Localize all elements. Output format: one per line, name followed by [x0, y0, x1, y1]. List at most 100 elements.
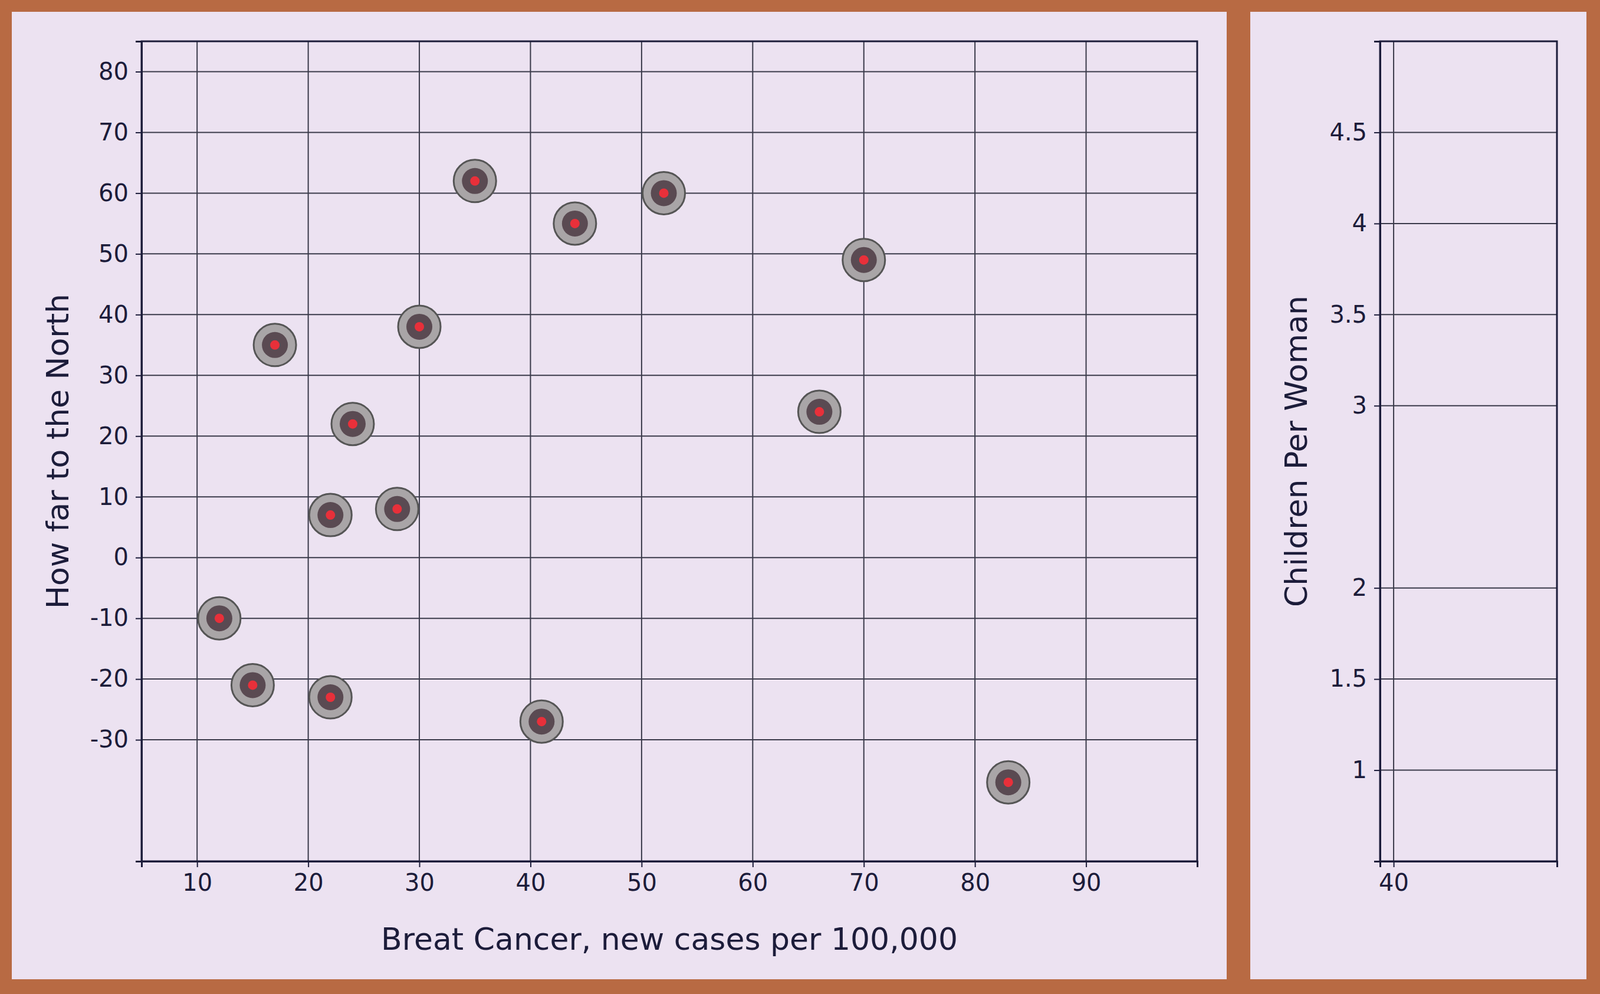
tick-label: 0: [113, 543, 129, 571]
point-top: [261, 332, 288, 358]
tick-mark: [752, 861, 754, 867]
tick: 1.5: [1329, 664, 1381, 692]
point-led: [270, 340, 280, 350]
tick: 40: [516, 861, 547, 896]
x-axis-title: Breat Cancer, new cases per 100,000: [380, 921, 958, 957]
tick: 2: [1352, 573, 1381, 601]
grid-line: [1380, 131, 1557, 133]
point-group: [253, 323, 297, 367]
tick-mark: [1374, 587, 1381, 589]
tick-mark: [530, 861, 532, 867]
grid-line: [1380, 678, 1557, 680]
tick-mark: [1374, 405, 1381, 407]
point-top: [317, 684, 344, 711]
y-axis-title: Children Per Woman: [1278, 295, 1314, 607]
tick: 1: [1352, 756, 1381, 784]
grid-line: [1392, 41, 1395, 862]
point: [198, 596, 241, 640]
tick-label: 70: [98, 118, 129, 146]
y-axis: -30-20-1001020304050607080: [90, 41, 143, 862]
tick-label: 80: [960, 868, 991, 896]
point: [309, 675, 352, 719]
point-led: [470, 176, 480, 186]
point-group: [520, 700, 563, 743]
plot: 4011.5233.544.5: [1329, 41, 1557, 896]
point-group: [198, 596, 241, 640]
tick: 90: [1071, 861, 1102, 896]
tick-label: 3.5: [1329, 300, 1368, 328]
grid-line: [641, 41, 643, 862]
point-led: [325, 692, 335, 702]
point-top: [206, 605, 233, 632]
point: [987, 760, 1030, 804]
point-group: [331, 402, 374, 446]
point-group: [987, 760, 1030, 804]
point-led: [536, 716, 547, 726]
grid-line: [1380, 313, 1557, 315]
tick: 3.5: [1329, 300, 1381, 328]
tick-mark: [135, 192, 142, 195]
grid-line: [141, 70, 1198, 72]
tick-mark: [135, 375, 142, 377]
tick-mark: [863, 861, 865, 867]
tick: 40: [98, 300, 142, 328]
grid-line: [418, 41, 420, 862]
point: [309, 493, 352, 537]
panel: 102030405060708090-30-20-100102030405060…: [11, 11, 1227, 979]
tick-mark: [1393, 861, 1395, 867]
grid-line: [1085, 41, 1087, 862]
tick-mark: [135, 557, 142, 559]
point: [553, 202, 597, 245]
point-group: [642, 171, 686, 215]
tick-label: 70: [849, 868, 880, 896]
tick: 40: [1378, 861, 1409, 896]
point-top: [806, 398, 833, 425]
grid-line: [1380, 769, 1557, 771]
tick-label: 4: [1352, 209, 1368, 237]
tick-label: 20: [293, 868, 324, 896]
tick-label: 50: [98, 240, 129, 268]
tick: 50: [98, 240, 142, 268]
point-top: [562, 210, 588, 237]
point-group: [842, 238, 886, 282]
tick: 70: [98, 118, 142, 146]
grid-line: [1380, 587, 1557, 589]
tick-label: -20: [90, 664, 129, 692]
grid-line: [141, 435, 1198, 437]
grid-y: [141, 71, 1198, 740]
point-top: [461, 168, 488, 195]
tick-label: 3: [1352, 391, 1368, 419]
tick: 50: [626, 861, 657, 896]
point-led: [570, 218, 580, 229]
tick: 80: [98, 57, 142, 85]
grid-line: [141, 495, 1198, 498]
tick: 70: [849, 861, 880, 896]
point: [398, 305, 441, 348]
tick-mark: [135, 253, 142, 255]
tick-mark: [1374, 678, 1381, 680]
tick: 10: [182, 861, 213, 896]
point-group: [398, 305, 441, 348]
tick-label: 1.5: [1329, 664, 1368, 692]
grid-line: [863, 41, 865, 862]
tick-label: 10: [98, 483, 129, 511]
tick-label: 2: [1352, 573, 1368, 601]
point-group: [309, 493, 352, 537]
point: [797, 390, 841, 433]
tick: -20: [90, 664, 142, 692]
point-top: [406, 313, 433, 340]
point-top: [995, 769, 1022, 795]
tick-mark: [135, 314, 142, 316]
point: [453, 159, 496, 203]
tick: -30: [90, 725, 142, 753]
tick-label: 60: [737, 868, 768, 896]
tick-label: 90: [1071, 868, 1102, 896]
grid-x: [1393, 41, 1395, 862]
point-led: [325, 510, 335, 520]
tick-mark: [196, 861, 199, 867]
grid-line: [141, 131, 1198, 133]
tick-mark: [419, 861, 421, 867]
tick-label: 30: [404, 868, 435, 896]
grid-line: [141, 617, 1198, 619]
point-group: [231, 663, 274, 706]
